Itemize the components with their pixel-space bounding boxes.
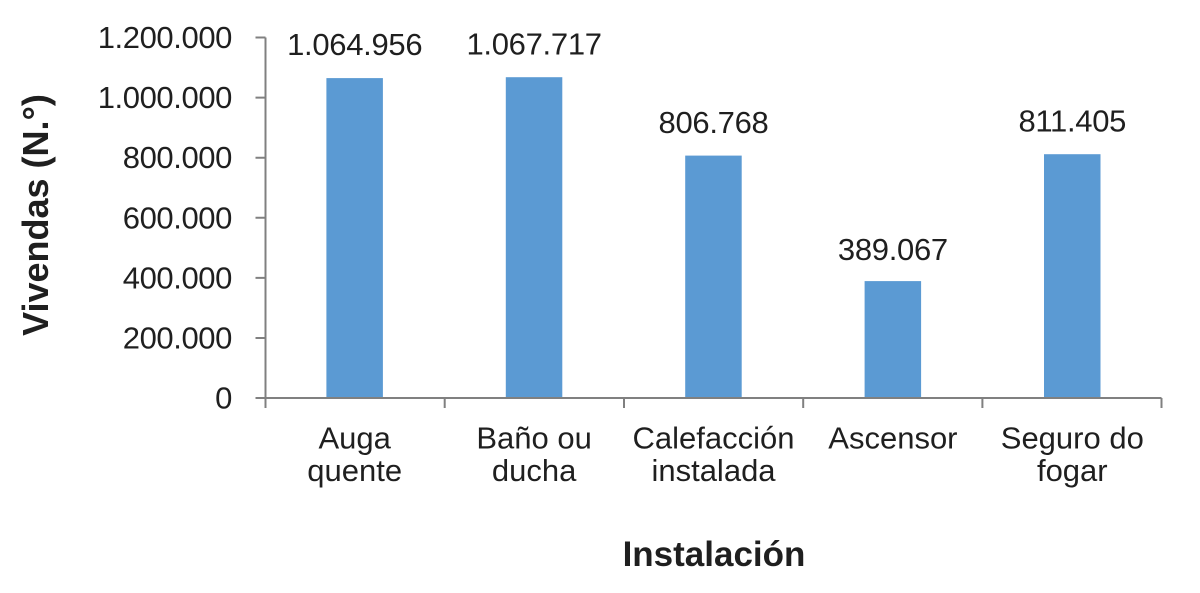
svg-text:600.000: 600.000: [123, 200, 232, 235]
svg-text:quente: quente: [307, 453, 402, 488]
svg-text:1.067.717: 1.067.717: [466, 27, 601, 62]
svg-text:Seguro do: Seguro do: [1001, 421, 1144, 456]
svg-text:1.000.000: 1.000.000: [98, 80, 232, 115]
svg-text:Ascensor: Ascensor: [828, 421, 957, 456]
svg-text:ducha: ducha: [492, 453, 577, 488]
svg-text:Auga: Auga: [318, 421, 391, 456]
svg-text:800.000: 800.000: [123, 140, 232, 175]
svg-text:Calefacción: Calefacción: [633, 421, 795, 456]
svg-text:400.000: 400.000: [123, 260, 232, 295]
svg-text:1.200.000: 1.200.000: [98, 20, 232, 55]
svg-text:0: 0: [215, 381, 232, 416]
svg-text:Vivendas (N.°): Vivendas (N.°): [15, 94, 56, 336]
svg-text:Instalación: Instalación: [623, 535, 806, 574]
svg-text:1.064.956: 1.064.956: [287, 27, 422, 62]
svg-text:Baño ou: Baño ou: [476, 421, 592, 456]
svg-text:811.405: 811.405: [1018, 104, 1126, 139]
svg-text:200.000: 200.000: [123, 321, 232, 356]
svg-text:instalada: instalada: [651, 453, 776, 488]
svg-text:fogar: fogar: [1037, 453, 1108, 488]
svg-text:806.768: 806.768: [659, 105, 769, 140]
svg-text:389.067: 389.067: [838, 232, 948, 267]
